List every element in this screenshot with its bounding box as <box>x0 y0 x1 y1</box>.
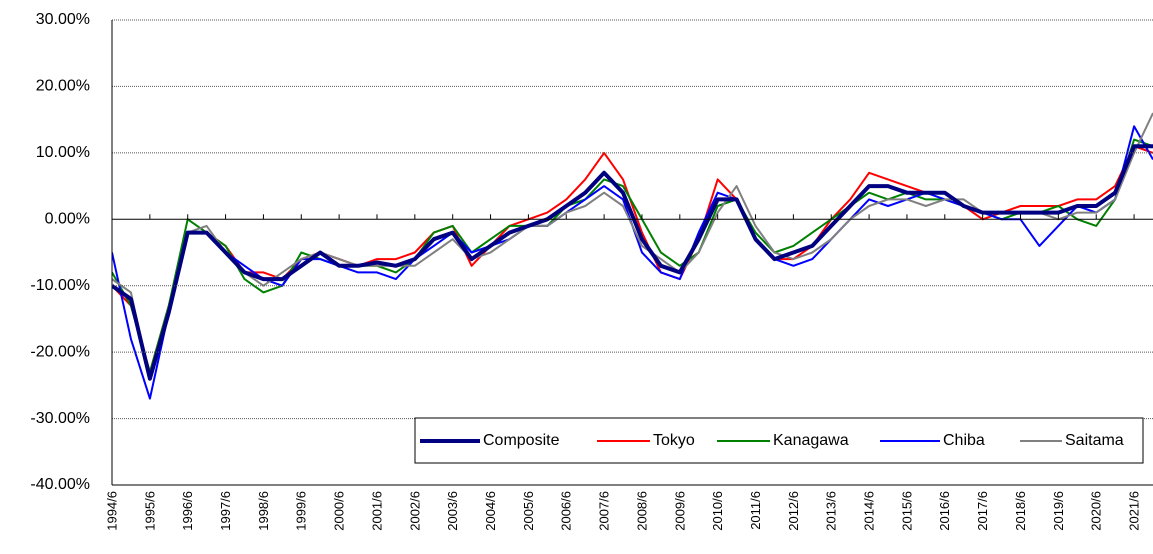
x-tick-label: 2019/6 <box>1051 491 1066 531</box>
legend-label: Saitama <box>1065 432 1124 449</box>
x-tick-label: 1998/6 <box>256 491 271 531</box>
y-tick-label: 10.00% <box>36 144 90 161</box>
legend-label: Chiba <box>943 432 985 449</box>
x-tick-label: 2016/6 <box>937 491 952 531</box>
x-tick-label: 2004/6 <box>483 491 498 531</box>
x-tick-label: 2011/6 <box>748 491 763 530</box>
y-tick-label: -20.00% <box>30 343 90 360</box>
series-line <box>112 144 1153 381</box>
x-tick-label: 2021/6 <box>1127 491 1142 531</box>
series-line <box>112 125 1153 400</box>
x-tick-label: 2013/6 <box>824 491 839 531</box>
x-tick-label: 2020/6 <box>1089 491 1104 531</box>
x-tick-label: 2010/6 <box>710 491 725 531</box>
x-tick-label: 1996/6 <box>180 491 195 531</box>
x-tick-label: 2006/6 <box>559 491 574 531</box>
y-tick-label: 0.00% <box>45 211 90 228</box>
x-tick-label: 2015/6 <box>899 491 914 531</box>
y-tick-label: 20.00% <box>36 78 90 95</box>
x-tick-label: 2001/6 <box>369 491 384 531</box>
series-line <box>112 145 1153 374</box>
x-tick-label: 2007/6 <box>597 491 612 531</box>
legend-label: Kanagawa <box>773 432 849 449</box>
x-tick-label: 2018/6 <box>1013 491 1028 531</box>
x-tick-label: 2003/6 <box>445 491 460 531</box>
series-line <box>112 138 1153 374</box>
x-tick-label: 1997/6 <box>218 491 233 531</box>
plot-lines <box>112 112 1153 400</box>
x-tick-label: 2012/6 <box>786 491 801 531</box>
legend-label: Tokyo <box>653 432 695 449</box>
x-tick-label: 1994/6 <box>104 491 119 531</box>
y-tick-label: -10.00% <box>30 277 90 294</box>
y-tick-label: -40.00% <box>30 476 90 493</box>
legend-label: Composite <box>483 432 560 449</box>
x-tick-label: 2002/6 <box>407 491 422 531</box>
y-tick-label: 30.00% <box>36 11 90 28</box>
x-tick-label: 2009/6 <box>672 491 687 531</box>
x-tick-label: 2017/6 <box>975 491 990 531</box>
x-tick-label: 1999/6 <box>294 491 309 531</box>
x-tick-label: 2000/6 <box>332 491 347 531</box>
x-tick-label: 1995/6 <box>142 491 157 531</box>
y-tick-label: -30.00% <box>30 410 90 427</box>
x-tick-label: 2008/6 <box>634 491 649 531</box>
x-tick-label: 2005/6 <box>521 491 536 531</box>
x-tick-label: 2014/6 <box>862 491 877 531</box>
